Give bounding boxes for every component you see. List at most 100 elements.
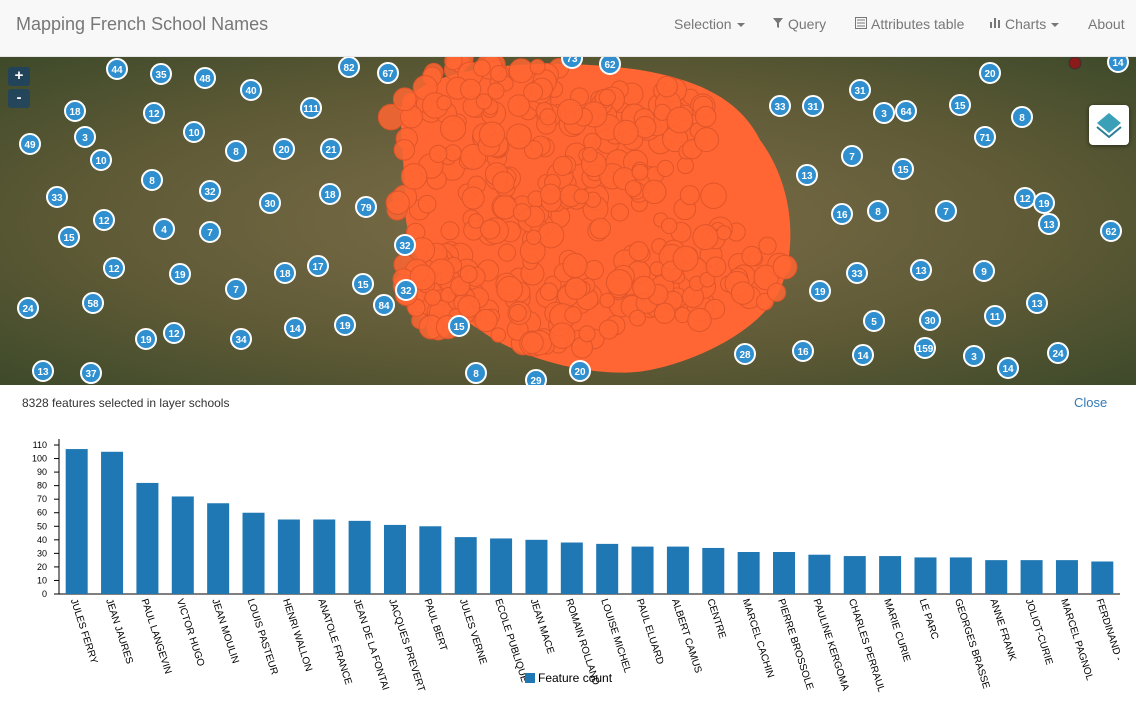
- cluster[interactable]: 16: [831, 203, 853, 225]
- cluster[interactable]: 7: [841, 145, 863, 167]
- layer-switcher[interactable]: [1089, 105, 1129, 145]
- cluster[interactable]: 8: [1011, 106, 1033, 128]
- cluster[interactable]: 67: [377, 62, 399, 84]
- cluster[interactable]: 4: [153, 218, 175, 240]
- cluster[interactable]: 20: [979, 62, 1001, 84]
- zoom-in[interactable]: +: [8, 67, 30, 86]
- cluster[interactable]: 24: [17, 297, 39, 319]
- cluster[interactable]: 3: [873, 102, 895, 124]
- cluster[interactable]: 40: [240, 79, 262, 101]
- cluster[interactable]: 13: [1026, 292, 1048, 314]
- cluster[interactable]: 32: [395, 279, 417, 301]
- cluster[interactable]: 28: [734, 343, 756, 365]
- cluster[interactable]: 21: [320, 138, 342, 160]
- cluster[interactable]: 32: [199, 180, 221, 202]
- cluster[interactable]: 19: [135, 328, 157, 350]
- cluster[interactable]: 64: [895, 100, 917, 122]
- cluster[interactable]: 13: [910, 259, 932, 281]
- marker[interactable]: [1068, 57, 1082, 70]
- cluster[interactable]: 18: [319, 183, 341, 205]
- cluster[interactable]: 37: [80, 362, 102, 384]
- cluster[interactable]: 12: [103, 257, 125, 279]
- feature-point: [660, 217, 678, 235]
- cluster[interactable]: 18: [64, 100, 86, 122]
- cluster[interactable]: 15: [352, 273, 374, 295]
- cluster[interactable]: 73: [561, 57, 583, 69]
- nav-charts[interactable]: Charts: [1005, 16, 1060, 32]
- cluster[interactable]: 10: [90, 149, 112, 171]
- cluster[interactable]: 12: [93, 209, 115, 231]
- cluster[interactable]: 15: [448, 315, 470, 337]
- cluster[interactable]: 17: [307, 255, 329, 277]
- cluster[interactable]: 19: [334, 314, 356, 336]
- cluster[interactable]: 12: [1014, 187, 1036, 209]
- cluster[interactable]: 14: [284, 317, 306, 339]
- cluster[interactable]: 34: [230, 328, 252, 350]
- nav-selection[interactable]: Selection: [674, 16, 745, 32]
- cluster[interactable]: 79: [355, 196, 377, 218]
- feature-point: [459, 265, 478, 284]
- cluster-bubble: [19, 133, 41, 155]
- cluster[interactable]: 13: [796, 164, 818, 186]
- cluster[interactable]: 15: [58, 226, 80, 248]
- cluster[interactable]: 48: [194, 67, 216, 89]
- cluster[interactable]: 9: [973, 260, 995, 282]
- close-button[interactable]: Close: [1074, 395, 1108, 410]
- cluster[interactable]: 3: [963, 345, 985, 367]
- cluster[interactable]: 24: [1047, 342, 1069, 364]
- cluster[interactable]: 20: [273, 138, 295, 160]
- cluster[interactable]: 13: [1038, 213, 1060, 235]
- cluster[interactable]: 35: [150, 63, 172, 85]
- cluster[interactable]: 8: [465, 362, 487, 384]
- cluster[interactable]: 84: [373, 294, 395, 316]
- cluster[interactable]: 8: [141, 169, 163, 191]
- cluster[interactable]: 32: [394, 234, 416, 256]
- cluster[interactable]: 111: [300, 97, 322, 119]
- cluster[interactable]: 7: [199, 221, 221, 243]
- cluster[interactable]: 14: [997, 357, 1019, 379]
- cluster[interactable]: 7: [935, 200, 957, 222]
- cluster[interactable]: 30: [259, 192, 281, 214]
- nav-about[interactable]: About: [1088, 16, 1125, 32]
- cluster[interactable]: 49: [19, 133, 41, 155]
- cluster[interactable]: 3: [74, 126, 96, 148]
- cluster[interactable]: 13: [32, 360, 54, 382]
- cluster[interactable]: 19: [1033, 192, 1055, 214]
- cluster[interactable]: 14: [1107, 57, 1129, 73]
- cluster[interactable]: 15: [949, 94, 971, 116]
- cluster[interactable]: 5: [863, 310, 885, 332]
- cluster[interactable]: 8: [225, 140, 247, 162]
- cluster[interactable]: 14: [852, 344, 874, 366]
- nav-query[interactable]: Query: [788, 16, 827, 32]
- cluster[interactable]: 31: [849, 79, 871, 101]
- cluster[interactable]: 19: [169, 263, 191, 285]
- cluster[interactable]: 31: [802, 95, 824, 117]
- cluster[interactable]: 159: [914, 337, 936, 359]
- cluster[interactable]: 58: [82, 292, 104, 314]
- cluster[interactable]: 11: [984, 305, 1006, 327]
- cluster[interactable]: 44: [106, 58, 128, 80]
- cluster[interactable]: 71: [974, 126, 996, 148]
- cluster[interactable]: 62: [599, 57, 621, 75]
- cluster[interactable]: 29: [525, 369, 547, 385]
- cluster[interactable]: 33: [846, 262, 868, 284]
- nav-attributes[interactable]: Attributes table: [871, 16, 965, 32]
- cluster-bubble: [849, 79, 871, 101]
- cluster[interactable]: 20: [569, 360, 591, 382]
- zoom-out[interactable]: -: [8, 89, 30, 108]
- cluster[interactable]: 15: [892, 158, 914, 180]
- cluster[interactable]: 19: [809, 280, 831, 302]
- cluster[interactable]: 82: [338, 57, 360, 78]
- cluster[interactable]: 16: [792, 340, 814, 362]
- cluster[interactable]: 33: [769, 95, 791, 117]
- cluster[interactable]: 33: [46, 186, 68, 208]
- cluster[interactable]: 12: [163, 322, 185, 344]
- cluster[interactable]: 7: [225, 278, 247, 300]
- cluster[interactable]: 10: [183, 121, 205, 143]
- cluster[interactable]: 18: [274, 262, 296, 284]
- cluster[interactable]: 62: [1100, 220, 1122, 242]
- cluster[interactable]: 30: [919, 309, 941, 331]
- cluster[interactable]: 12: [143, 102, 165, 124]
- cluster[interactable]: 8: [867, 200, 889, 222]
